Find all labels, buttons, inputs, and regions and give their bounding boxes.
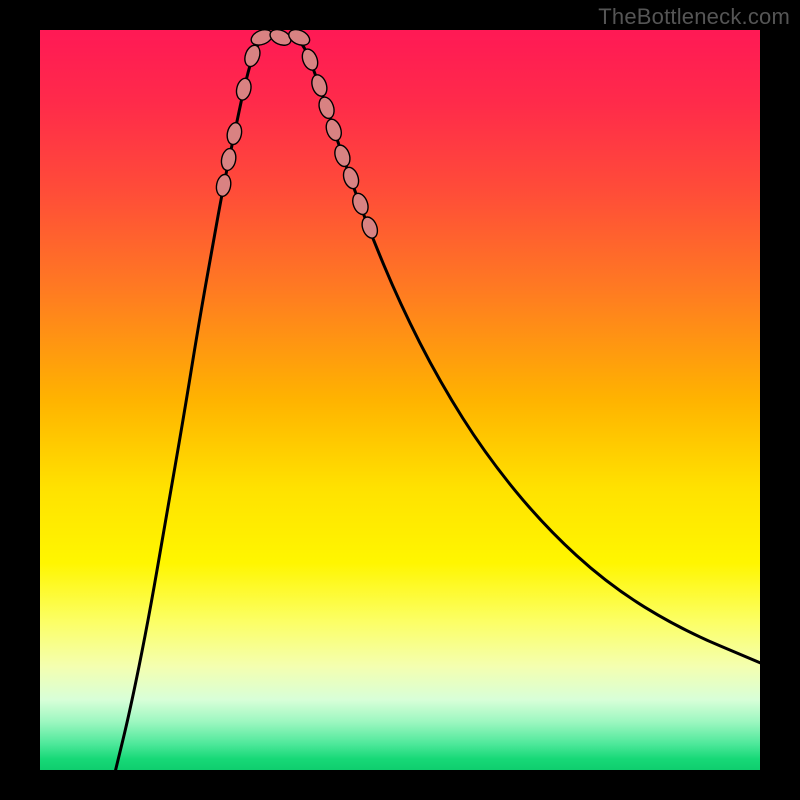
chart-frame: TheBottleneck.com bbox=[0, 0, 800, 800]
bottleneck-curve-chart bbox=[40, 30, 760, 770]
plot-area bbox=[40, 30, 760, 770]
watermark-text: TheBottleneck.com bbox=[598, 4, 790, 30]
gradient-background bbox=[40, 30, 760, 770]
